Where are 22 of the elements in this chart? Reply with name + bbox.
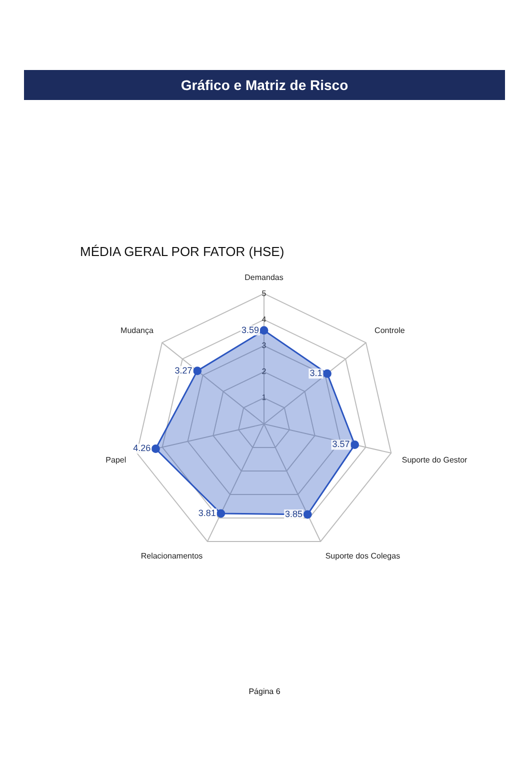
data-label: 3.81 — [198, 508, 216, 518]
spoke-label: Suporte do Gestor — [402, 455, 468, 464]
spoke-label: Papel — [106, 455, 126, 464]
y-tick-label: 3 — [262, 340, 267, 350]
data-label: 3.57 — [332, 439, 350, 450]
text: Página 6 — [248, 687, 282, 696]
y-tick-label: 4 — [262, 314, 267, 324]
spoke-label: Suporte dos Colegas — [325, 551, 400, 560]
y-tick-label: 2 — [262, 367, 267, 376]
data-label: 3.1 — [310, 368, 322, 378]
spoke-label: Demandas — [244, 273, 284, 282]
spoke-label: Relacionamentos — [140, 551, 203, 560]
data-label: 4.26 — [133, 443, 151, 454]
data-label: 3.59 — [241, 324, 259, 335]
chart-title: Gráfico e Matriz de Risco — [24, 70, 505, 100]
y-tick-label: 1 — [262, 393, 267, 402]
y-tick-label: 5 — [262, 288, 267, 298]
chart-subtitle: MÉDIA GERAL POR FATOR (HSE) — [80, 244, 284, 259]
spoke-label: Controle — [374, 326, 406, 336]
data-label: 3.27 — [174, 365, 192, 376]
spoke-label: Mudança — [120, 326, 154, 336]
data-label: 3.85 — [285, 508, 303, 519]
